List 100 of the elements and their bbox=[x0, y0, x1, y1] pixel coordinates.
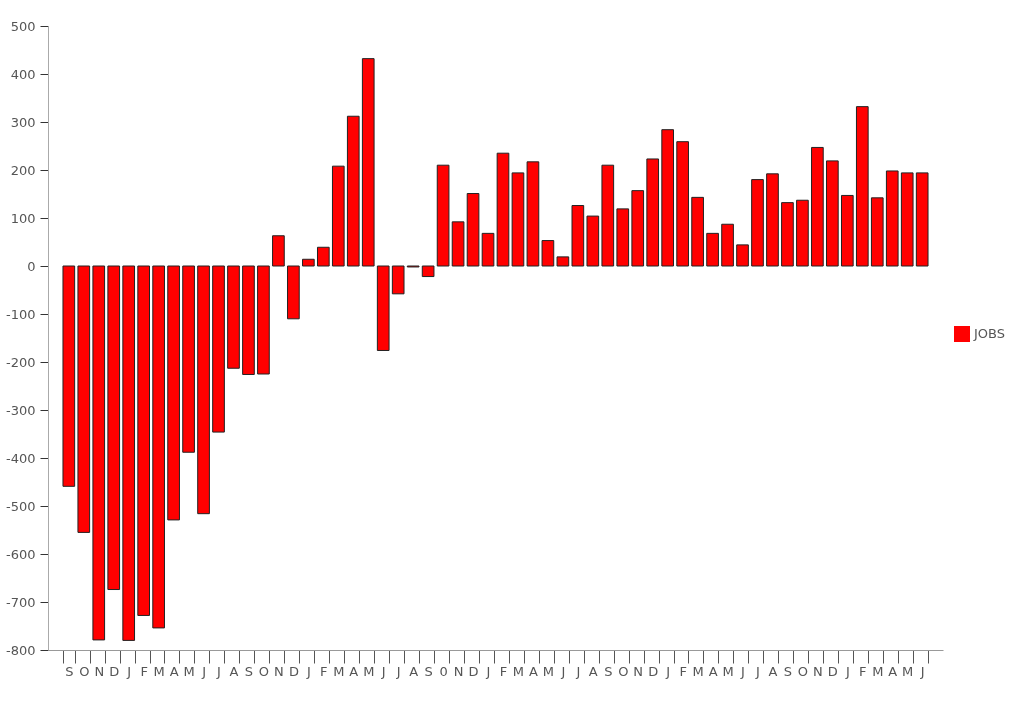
bar bbox=[751, 179, 764, 267]
x-tick-label: M bbox=[183, 663, 195, 679]
y-tick-label: -200 bbox=[5, 354, 36, 370]
bar bbox=[62, 265, 76, 487]
x-tick-label: A bbox=[708, 663, 718, 679]
bar bbox=[346, 115, 360, 267]
bar bbox=[316, 246, 330, 267]
bar bbox=[616, 208, 630, 267]
y-tick-label: -800 bbox=[5, 642, 36, 658]
bar bbox=[421, 265, 435, 278]
x-tick-label: N bbox=[453, 663, 464, 679]
bar bbox=[391, 265, 405, 295]
bar bbox=[302, 258, 315, 267]
x-tick-label: M bbox=[363, 663, 375, 679]
bar bbox=[511, 172, 525, 267]
x-tick-label: M bbox=[333, 663, 345, 679]
y-tick-label: -700 bbox=[5, 594, 36, 610]
y-tick-label: -300 bbox=[5, 402, 36, 418]
x-tick-label: J bbox=[665, 663, 671, 679]
y-tick-label: 300 bbox=[10, 114, 36, 130]
bar bbox=[706, 232, 719, 267]
x-tick-label: M bbox=[512, 663, 525, 679]
bar bbox=[242, 265, 255, 375]
bar bbox=[796, 199, 809, 267]
x-tick-label: M bbox=[692, 663, 704, 679]
x-tick-label: F bbox=[499, 663, 508, 679]
x-tick-label: J bbox=[560, 663, 566, 679]
bar bbox=[466, 193, 480, 267]
x-tick-label: N bbox=[94, 663, 105, 679]
bar bbox=[601, 164, 615, 267]
bar bbox=[451, 221, 465, 267]
x-tick-label: F bbox=[679, 663, 687, 679]
bar bbox=[376, 265, 390, 351]
x-tick-label: O bbox=[79, 663, 90, 679]
x-tick-label: A bbox=[588, 663, 598, 679]
bar bbox=[152, 265, 165, 629]
x-tick-label: J bbox=[126, 663, 132, 679]
x-tick-label: J bbox=[919, 663, 925, 679]
x-tick-label: D bbox=[109, 663, 120, 679]
x-tick-label: J bbox=[305, 663, 311, 679]
y-tick-label: 500 bbox=[10, 18, 36, 34]
y-tick-label: 400 bbox=[10, 66, 36, 82]
bar bbox=[331, 165, 345, 267]
bar bbox=[766, 173, 779, 267]
x-tick-label: M bbox=[902, 663, 914, 679]
x-tick-label: 0 bbox=[439, 663, 448, 679]
bar bbox=[107, 265, 121, 591]
bar bbox=[900, 172, 914, 267]
x-tick-label: D bbox=[468, 663, 479, 679]
x-tick-label: A bbox=[349, 663, 359, 679]
x-tick-label: J bbox=[575, 663, 581, 679]
bar bbox=[541, 240, 555, 267]
bar bbox=[586, 215, 600, 267]
y-tick-label: 200 bbox=[10, 162, 36, 178]
bar bbox=[92, 265, 106, 641]
bar bbox=[631, 190, 645, 267]
bar bbox=[272, 235, 285, 267]
x-tick-label: A bbox=[888, 663, 898, 679]
x-tick-label: N bbox=[274, 663, 284, 679]
x-tick-label: J bbox=[485, 663, 491, 679]
bar bbox=[227, 265, 240, 369]
y-tick-label: -400 bbox=[5, 450, 36, 466]
x-tick-label: F bbox=[320, 663, 328, 679]
x-tick-label: A bbox=[409, 663, 419, 679]
y-tick-label: -100 bbox=[5, 306, 36, 322]
y-tick-label: -600 bbox=[5, 546, 36, 562]
x-tick-label: S bbox=[65, 663, 74, 679]
bar bbox=[870, 197, 884, 267]
x-tick-label: M bbox=[153, 663, 165, 679]
bar bbox=[77, 265, 91, 533]
bar bbox=[855, 106, 869, 267]
bar bbox=[526, 161, 540, 267]
x-tick-label: A bbox=[768, 663, 778, 679]
x-tick-label: A bbox=[169, 663, 179, 679]
bar bbox=[556, 256, 570, 267]
y-tick-label: -500 bbox=[5, 498, 36, 514]
bar bbox=[122, 265, 136, 641]
x-tick-label: J bbox=[201, 663, 206, 679]
legend-label: JOBS bbox=[973, 326, 1006, 341]
x-tick-label: J bbox=[844, 663, 850, 679]
x-tick-label: J bbox=[216, 663, 221, 679]
x-tick-label: S bbox=[604, 663, 613, 679]
x-tick-label: S bbox=[424, 663, 433, 679]
x-tick-label: J bbox=[740, 663, 745, 679]
x-tick-label: O bbox=[258, 663, 270, 679]
bar bbox=[781, 202, 794, 267]
x-tick-label: F bbox=[859, 663, 867, 679]
bar bbox=[212, 265, 225, 433]
bar bbox=[571, 205, 585, 267]
bar bbox=[885, 170, 899, 267]
x-tick-label: S bbox=[783, 663, 793, 679]
x-tick-label: A bbox=[528, 663, 538, 679]
bar bbox=[287, 265, 300, 320]
y-tick-label: 100 bbox=[10, 210, 36, 226]
x-tick-label: J bbox=[755, 663, 760, 679]
bar bbox=[691, 196, 704, 267]
x-tick-label: F bbox=[140, 663, 148, 679]
bar bbox=[721, 223, 734, 267]
x-tick-label: D bbox=[648, 663, 659, 679]
bar bbox=[137, 265, 151, 616]
